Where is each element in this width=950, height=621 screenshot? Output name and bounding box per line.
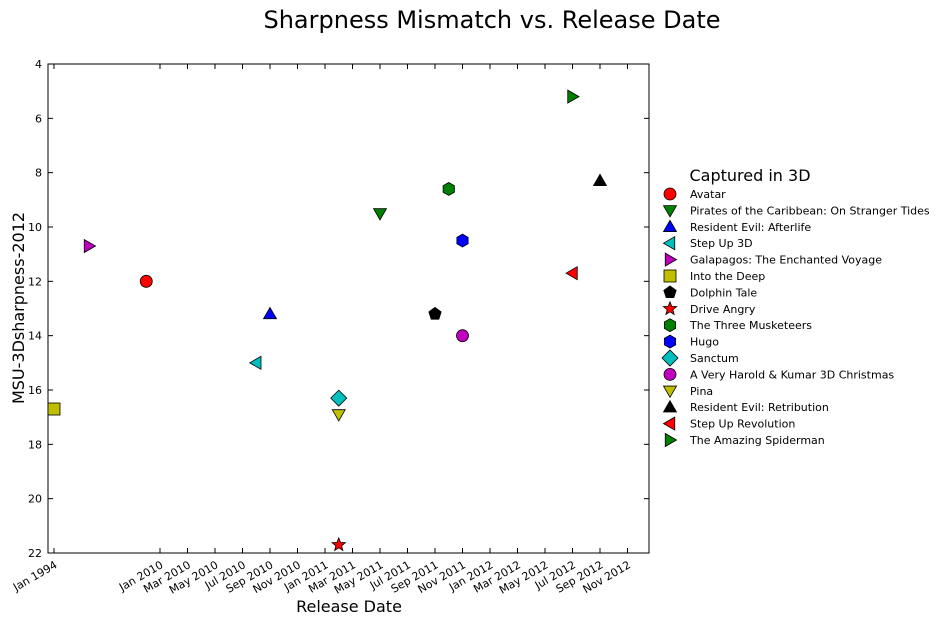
y-tick-label: 20 <box>28 493 42 506</box>
legend-marker <box>662 219 678 232</box>
data-point <box>330 389 348 407</box>
y-tick-label: 4 <box>35 58 42 71</box>
y-tick-label: 6 <box>35 112 42 125</box>
plot-area <box>47 63 650 554</box>
y-tick-label: 14 <box>28 330 42 343</box>
data-point <box>47 402 61 416</box>
plot-frame <box>47 63 650 554</box>
legend-entry: Pina <box>690 385 713 398</box>
legend-marker <box>662 236 676 251</box>
legend-entry: Dolphin Tale <box>690 286 757 299</box>
legend-entry: The Three Musketeers <box>689 319 812 332</box>
legend-entry: Resident Evil: Retribution <box>690 401 829 414</box>
legend-marker <box>662 300 678 316</box>
legend-entry: Galapagos: The Enchanted Voyage <box>690 254 882 267</box>
y-tick-label: 16 <box>28 384 42 397</box>
legend-marker <box>662 399 678 413</box>
data-point <box>456 233 469 248</box>
legend-title: Captured in 3D <box>689 166 810 185</box>
data-point <box>372 208 388 221</box>
legend-entry: The Amazing Spiderman <box>689 434 825 447</box>
legend: Captured in 3D Avatar Pirates of the Cari… <box>661 166 930 448</box>
legend-entry: A Very Harold & Kumar 3D Christmas <box>690 368 894 381</box>
legend-entry: Step Up 3D <box>690 237 753 250</box>
legend-entry: Sanctum <box>690 352 739 365</box>
legend-marker <box>663 334 677 349</box>
y-tick-label: 12 <box>28 275 42 288</box>
legend-entry: Step Up Revolution <box>690 418 795 431</box>
legend-marker <box>662 205 678 218</box>
data-point <box>565 265 578 281</box>
legend-marker <box>663 269 677 283</box>
legend-marker <box>661 349 679 367</box>
y-axis: 4 6 8 10 12 14 16 18 20 22 <box>28 58 649 560</box>
legend-entry: Into the Deep <box>690 270 765 283</box>
legend-marker <box>662 416 676 431</box>
data-point <box>442 182 455 196</box>
y-tick-label: 10 <box>28 221 42 234</box>
legend-entry: Drive Angry <box>690 303 756 316</box>
y-tick-label: 8 <box>35 167 42 180</box>
data-point <box>83 238 97 254</box>
legend-marker <box>663 285 677 299</box>
data-point <box>331 536 347 552</box>
chart-title: Sharpness Mismatch vs. Release Date <box>263 6 720 34</box>
legend-entry: Resident Evil: Afterlife <box>690 221 811 234</box>
legend-marker <box>662 385 678 399</box>
legend-marker <box>663 187 677 201</box>
legend-entry: Avatar <box>690 188 726 201</box>
data-point <box>567 89 580 104</box>
legend-marker <box>664 432 678 448</box>
legend-marker <box>663 367 677 381</box>
y-tick-label: 22 <box>28 547 42 560</box>
data-point <box>248 355 262 371</box>
data-point <box>331 409 346 422</box>
data-point <box>428 306 442 320</box>
data-point <box>456 329 469 343</box>
data-point <box>139 274 153 288</box>
data-point <box>592 173 608 186</box>
y-tick-label: 18 <box>28 438 42 451</box>
data-point <box>262 306 278 320</box>
data-points <box>47 89 608 552</box>
legend-entry: Pirates of the Caribbean: On Stranger Ti… <box>690 204 930 217</box>
x-tick-label: Jan 1994 <box>10 558 59 594</box>
y-axis-label: MSU-3Dsharpness-2012 <box>9 212 28 404</box>
legend-marker <box>663 318 677 333</box>
x-axis-label: Release Date <box>296 597 402 616</box>
legend-entry: Hugo <box>690 336 719 349</box>
legend-marker <box>664 252 678 267</box>
